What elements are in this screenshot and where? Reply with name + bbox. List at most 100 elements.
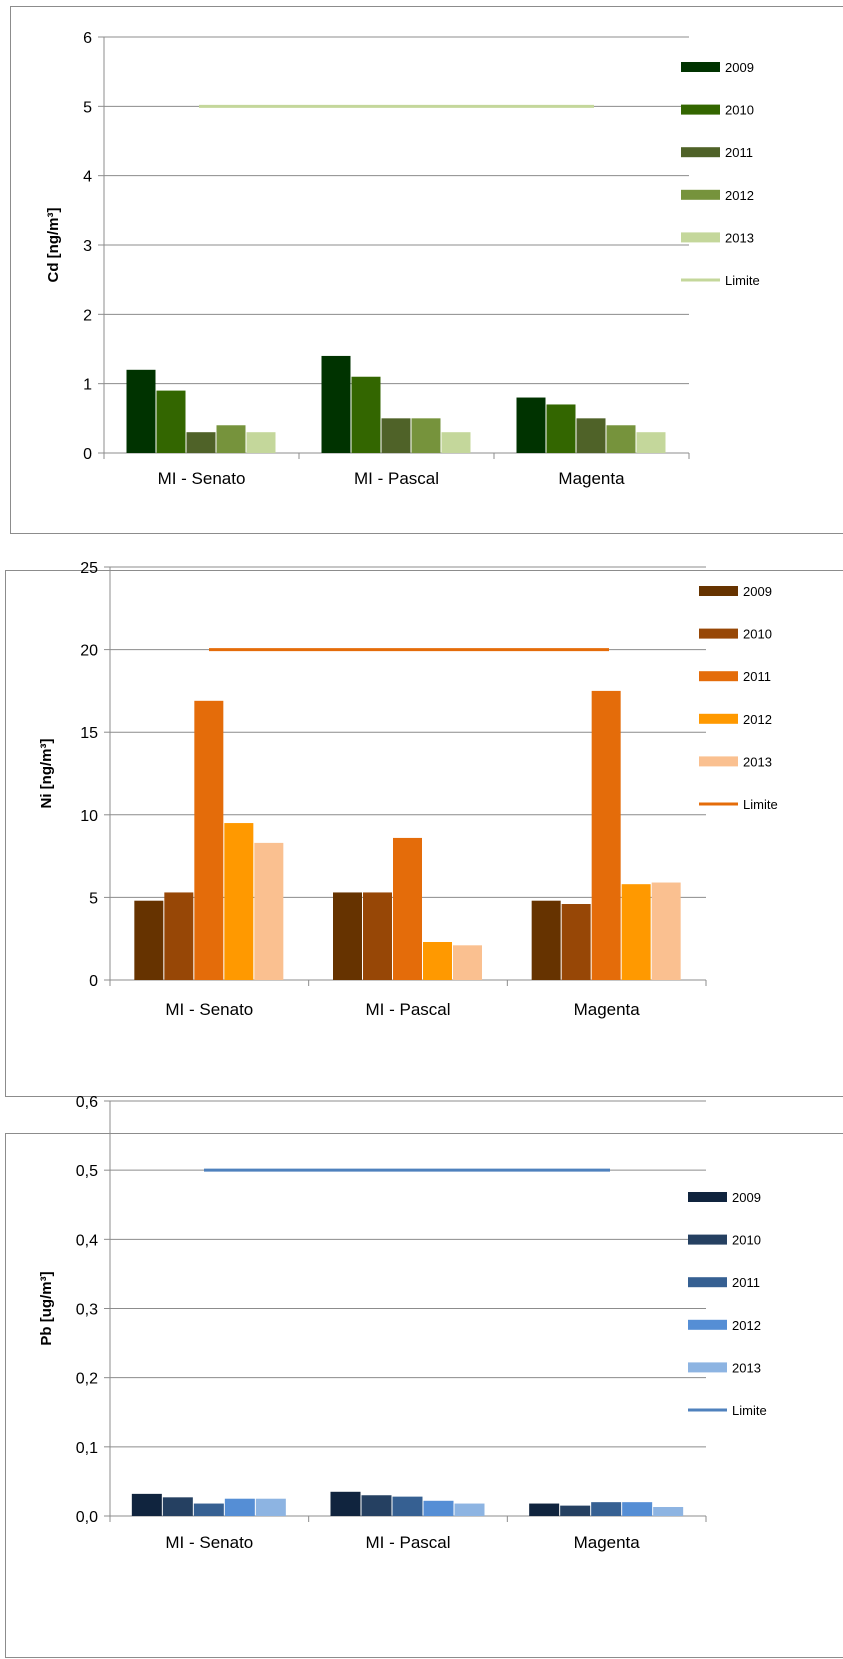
y-tick-label: 0,1 [76,1440,98,1457]
y-tick-label: 6 [83,30,92,47]
y-tick-label: 1 [83,377,92,394]
bar-2009 [333,892,362,980]
legend-swatch [688,1234,727,1245]
bar-2009 [321,355,351,453]
y-tick-label: 0,5 [76,1163,98,1180]
category-label: MI - Pascal [365,1533,450,1552]
y-tick-label: 0 [83,446,92,463]
y-tick-label: 5 [89,890,98,907]
bar-2013 [636,432,666,453]
legend-label: 2013 [732,1360,761,1375]
pb-chart: 0,0 0,1 0,2 0,3 0,4 0,5 0,6 Pb [ug/m³] MI - Sena… [38,1094,767,1552]
pb-chart-panel: 0,0 0,1 0,2 0,3 0,4 0,5 0,6 Pb [ug/m³] MI - Sena… [5,1094,843,1658]
y-tick-label: 25 [80,560,98,577]
bar-2011 [381,418,411,453]
ni-chart: 0 5 10 15 20 25 Ni [ng/m³] MI - Senato MI - Pasc… [38,560,778,1019]
legend-label: 2011 [732,1275,760,1290]
y-tick-label: 0,3 [76,1302,98,1319]
legend-label: 2012 [732,1318,761,1333]
bar-2012 [411,418,441,453]
legend-swatch [681,62,720,72]
bar-2009 [529,1503,560,1516]
y-axis-title: Pb [ug/m³] [38,1271,55,1345]
y-tick-label: 0 [89,973,98,990]
legend-swatch [688,1277,727,1288]
bar-2011 [591,1502,622,1516]
y-tick-label: 3 [83,238,92,255]
y-tick-label: 0,4 [76,1232,98,1249]
bar-2013 [453,945,482,980]
bar-2012 [621,884,651,980]
legend-label: 2010 [743,627,772,642]
legend-swatch [699,713,738,724]
bar-2010 [546,404,576,453]
y-tick-label: 0,2 [76,1371,98,1388]
category-label: MI - Pascal [354,469,439,488]
bar-2009 [330,1491,361,1516]
y-axis-title: Ni [ng/m³] [38,739,55,809]
bar-2012 [423,1500,454,1516]
y-tick-label: 2 [83,307,92,324]
bar-2010 [561,904,591,980]
legend-swatch [688,1319,727,1330]
legend-swatch [681,232,720,243]
bar-2013 [653,1507,684,1516]
bar-2013 [441,432,471,453]
bar-2009 [126,369,156,453]
y-tick-label: 15 [80,725,98,742]
legend-swatch [699,628,738,639]
legend-label: Limite [743,797,778,812]
bar-2012 [423,942,452,980]
y-tick-label: 10 [80,808,98,825]
y-tick-label: 20 [80,643,98,660]
legend-label: 2012 [743,712,772,727]
bar-2011 [186,432,216,453]
bar-2010 [164,892,194,980]
bar-2010 [162,1497,193,1516]
ni-chart-panel: 0 5 10 15 20 25 Ni [ng/m³] MI - Senato MI - Pasc… [5,560,843,1097]
legend-label: Limite [725,273,760,288]
bar-2011 [591,690,621,980]
category-label: MI - Pascal [365,1000,450,1019]
bar-2010 [363,892,392,980]
legend-label: 2013 [725,230,754,245]
bar-2010 [156,390,186,453]
legend-label: 2009 [743,584,772,599]
category-label: Magenta [574,1533,641,1552]
category-label: MI - Senato [165,1000,253,1019]
legend-swatch [699,756,738,767]
category-label: Magenta [558,469,625,488]
bar-2013 [454,1503,485,1516]
legend-label: 2011 [743,669,771,684]
legend-label: 2010 [732,1233,761,1248]
legend-label: 2013 [743,754,772,769]
bar-2013 [651,882,681,980]
bar-2012 [622,1502,653,1516]
y-tick-label: 0,6 [76,1094,98,1111]
cd-chart-panel: 0 1 2 3 4 5 6 Cd [ng/m³] MI - Senato MI - Pascal M… [10,6,843,534]
legend-swatch [688,1362,727,1373]
legend-label: Limite [732,1403,767,1418]
bar-2010 [560,1505,591,1516]
category-label: Magenta [574,1000,641,1019]
bar-2009 [131,1493,162,1516]
bar-2011 [576,418,606,453]
legend-swatch [681,147,720,158]
cd-chart: 0 1 2 3 4 5 6 Cd [ng/m³] MI - Senato MI - Pascal M… [45,30,760,488]
legend-swatch [688,1192,727,1202]
legend-label: 2009 [725,60,754,75]
bar-2011 [392,1496,423,1516]
y-tick-label: 5 [83,99,92,116]
category-label: MI - Senato [158,469,246,488]
bar-2009 [531,900,561,980]
category-label: MI - Senato [165,1533,253,1552]
legend-label: 2011 [725,145,753,160]
bar-2013 [255,1498,286,1516]
legend-swatch [699,586,738,596]
bar-2012 [224,1498,255,1516]
legend-label: 2010 [725,103,754,118]
legend-swatch [681,104,720,115]
bar-2009 [516,397,546,453]
bar-2009 [134,900,164,980]
y-tick-label: 0,0 [76,1509,98,1526]
